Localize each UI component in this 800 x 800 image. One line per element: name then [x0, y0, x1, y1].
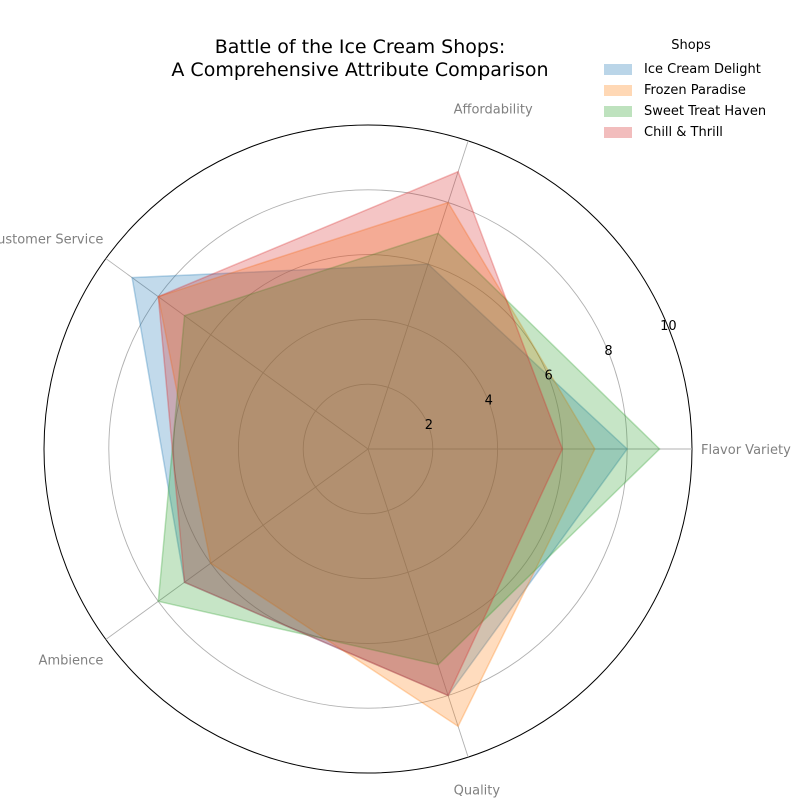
axis-label-4: Quality — [454, 783, 501, 798]
legend-swatch-3 — [604, 127, 632, 138]
series-area-0 — [131, 263, 629, 697]
legend-title: Shops — [671, 38, 711, 53]
legend-label-3: Chill & Thrill — [644, 125, 723, 140]
spoke-4 — [367, 448, 469, 758]
legend-swatch-0 — [604, 64, 632, 75]
legend-swatch-2 — [604, 106, 632, 117]
spoke-2 — [105, 258, 369, 450]
legend-label-2: Sweet Treat Haven — [644, 104, 767, 119]
series-area-1 — [157, 201, 596, 728]
r-tick-label-4: 10 — [660, 319, 677, 334]
legend-entry-2: Sweet Treat Haven — [604, 101, 800, 122]
r-tick-label-1: 4 — [485, 393, 493, 408]
r-tick-label-2: 6 — [544, 369, 552, 384]
series-area-3 — [157, 170, 564, 697]
grid-layer — [43, 124, 693, 774]
r-tick-label-3: 8 — [604, 344, 612, 359]
legend-entry-0: Ice Cream Delight — [604, 59, 800, 80]
axis-label-3: Ambience — [39, 653, 104, 668]
legend: Shops Ice Cream Delight Frozen Paradise Sw… — [604, 38, 800, 143]
legend-label-0: Ice Cream Delight — [644, 62, 761, 77]
spoke-1 — [367, 140, 469, 450]
label-layer: Flavor Variety Affordability Customer Serv… — [0, 103, 791, 799]
legend-swatch-1 — [604, 85, 632, 96]
series-layer — [131, 170, 661, 728]
legend-items: Ice Cream Delight Frozen Paradise Sweet Tr… — [604, 59, 800, 143]
r-tick-label-0: 2 — [425, 418, 433, 433]
legend-entry-3: Chill & Thrill — [604, 122, 800, 143]
axis-label-0: Flavor Variety — [701, 443, 791, 458]
legend-entry-1: Frozen Paradise — [604, 80, 800, 101]
legend-label-1: Frozen Paradise — [644, 83, 746, 98]
axis-label-1: Affordability — [454, 103, 533, 118]
axis-label-2: Customer Service — [0, 233, 103, 248]
spoke-3 — [105, 448, 369, 640]
series-area-2 — [157, 232, 661, 666]
chart-title: Battle of the Ice Cream Shops: A Compreh… — [171, 36, 549, 81]
